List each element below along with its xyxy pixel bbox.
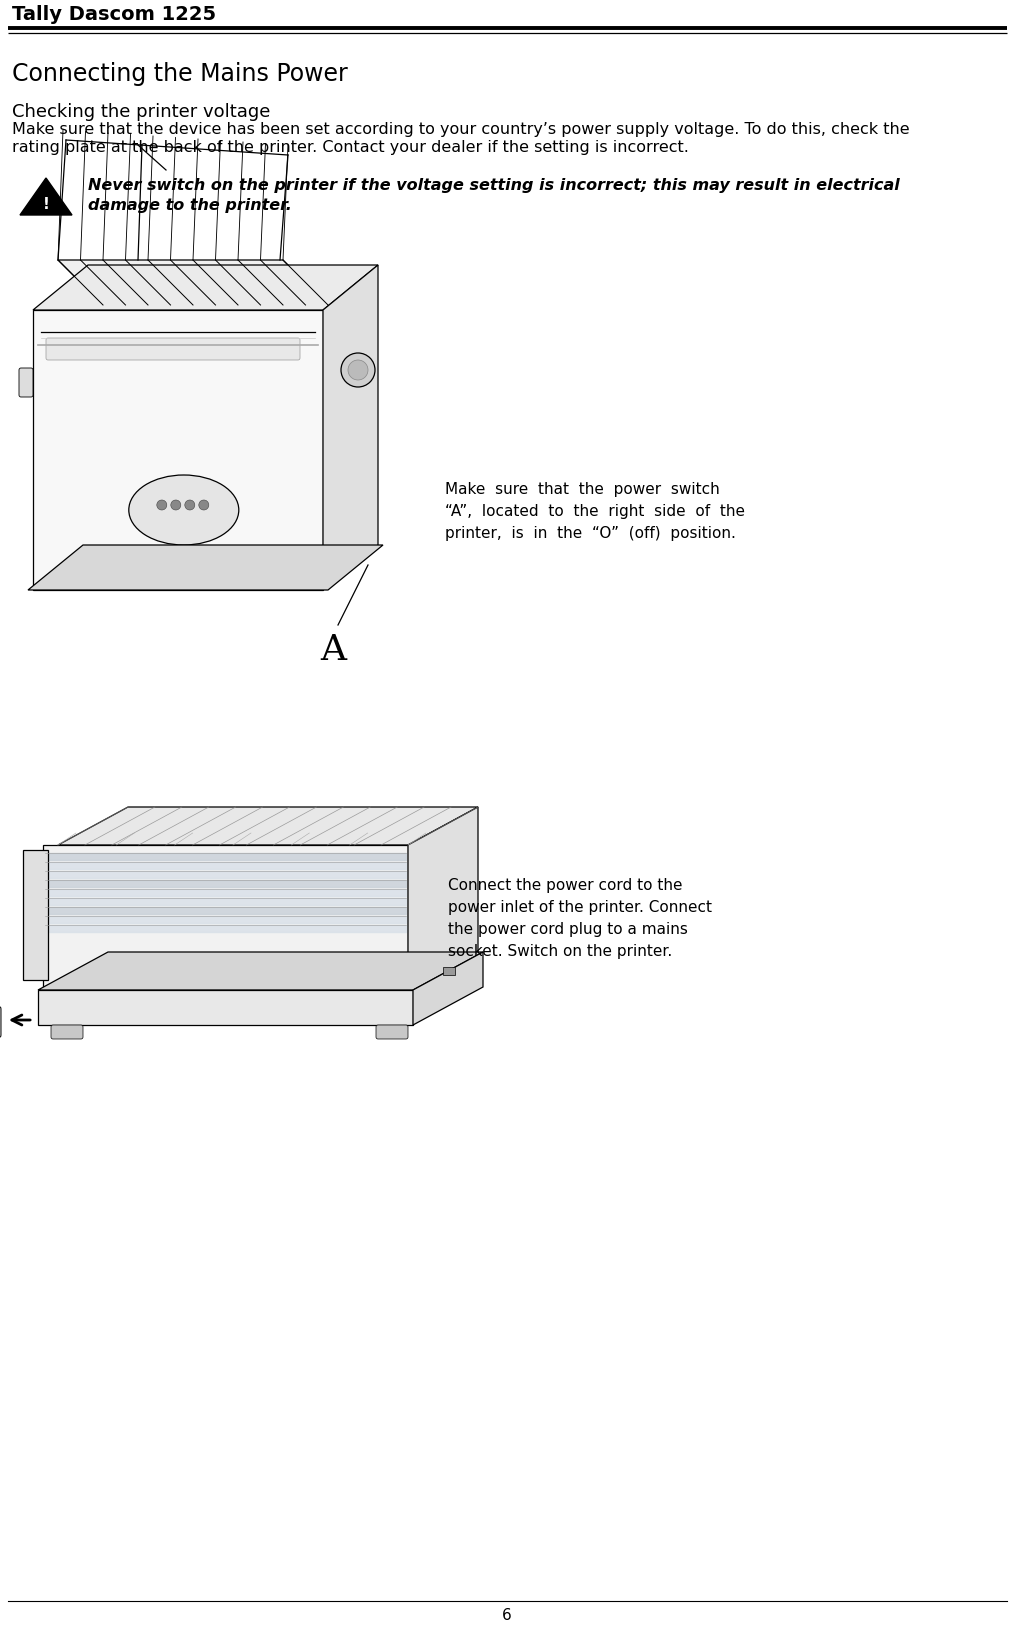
FancyBboxPatch shape	[46, 338, 300, 359]
Text: Never switch on the printer if the voltage setting is incorrect; this may result: Never switch on the printer if the volta…	[88, 177, 899, 193]
Circle shape	[199, 501, 209, 511]
Polygon shape	[23, 850, 48, 980]
Text: power inlet of the printer. Connect: power inlet of the printer. Connect	[448, 901, 712, 915]
FancyBboxPatch shape	[51, 1024, 83, 1039]
Circle shape	[341, 353, 375, 387]
Text: Checking the printer voltage: Checking the printer voltage	[12, 102, 270, 120]
FancyBboxPatch shape	[19, 367, 33, 397]
Polygon shape	[58, 260, 328, 306]
Circle shape	[156, 501, 166, 511]
Text: the power cord plug to a mains: the power cord plug to a mains	[448, 922, 688, 937]
Polygon shape	[58, 806, 478, 846]
Polygon shape	[38, 951, 483, 990]
Polygon shape	[28, 545, 383, 590]
Circle shape	[171, 501, 181, 511]
Text: 6: 6	[502, 1608, 512, 1623]
Polygon shape	[323, 265, 378, 590]
Circle shape	[348, 359, 368, 380]
Polygon shape	[33, 311, 323, 590]
Polygon shape	[43, 846, 408, 990]
Text: Connect the power cord to the: Connect the power cord to the	[448, 878, 682, 893]
Polygon shape	[408, 806, 478, 990]
Polygon shape	[33, 265, 378, 311]
Text: A: A	[320, 633, 346, 667]
Ellipse shape	[129, 475, 239, 545]
FancyBboxPatch shape	[376, 1024, 408, 1039]
Circle shape	[185, 501, 195, 511]
Text: damage to the printer.: damage to the printer.	[88, 198, 292, 213]
Text: !: !	[43, 197, 50, 211]
Text: Connecting the Mains Power: Connecting the Mains Power	[12, 62, 348, 86]
Polygon shape	[413, 951, 483, 1024]
Polygon shape	[38, 990, 413, 1024]
Text: “A”,  located  to  the  right  side  of  the: “A”, located to the right side of the	[445, 504, 745, 519]
FancyBboxPatch shape	[443, 967, 455, 976]
Text: Tally Dascom 1225: Tally Dascom 1225	[12, 5, 216, 24]
Text: rating plate at the back of the printer. Contact your dealer if the setting is i: rating plate at the back of the printer.…	[12, 140, 689, 154]
Text: socket. Switch on the printer.: socket. Switch on the printer.	[448, 945, 672, 959]
Text: Make sure that the device has been set according to your country’s power supply : Make sure that the device has been set a…	[12, 122, 909, 137]
Polygon shape	[20, 177, 72, 215]
Text: printer,  is  in  the  “O”  (off)  position.: printer, is in the “O” (off) position.	[445, 525, 736, 541]
Text: Make  sure  that  the  power  switch: Make sure that the power switch	[445, 481, 720, 498]
